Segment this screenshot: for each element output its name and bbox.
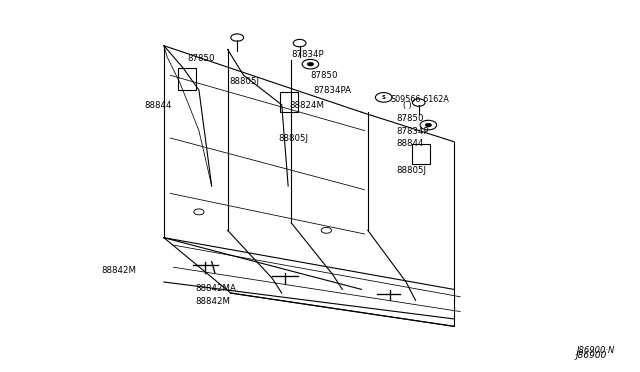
Circle shape: [293, 39, 306, 47]
Text: 87850: 87850: [310, 71, 338, 80]
Text: 88805J: 88805J: [396, 166, 426, 174]
Circle shape: [321, 227, 332, 233]
Text: 88824M: 88824M: [289, 101, 324, 110]
Text: 88805J: 88805J: [230, 77, 259, 86]
Text: 88844: 88844: [144, 101, 172, 110]
Text: 88805J: 88805J: [278, 134, 308, 142]
Text: ( ): ( ): [403, 101, 412, 110]
Text: 87834PA: 87834PA: [314, 86, 351, 94]
Text: 87834P: 87834P: [396, 127, 429, 136]
Text: J86900·N: J86900·N: [576, 346, 614, 355]
Text: 87850: 87850: [188, 54, 215, 63]
Text: J86900: J86900: [575, 350, 607, 360]
Circle shape: [412, 99, 425, 106]
Circle shape: [425, 123, 431, 127]
Circle shape: [420, 120, 436, 130]
Circle shape: [194, 209, 204, 215]
Text: 88842MA: 88842MA: [196, 284, 237, 293]
Text: 88842M: 88842M: [196, 297, 231, 306]
Text: 88842M: 88842M: [102, 266, 136, 275]
Circle shape: [231, 34, 244, 41]
Text: S09566-6162A: S09566-6162A: [390, 96, 449, 105]
Circle shape: [307, 62, 314, 66]
Circle shape: [302, 60, 319, 69]
Text: 87834P: 87834P: [291, 51, 324, 60]
Text: 87850: 87850: [396, 114, 424, 123]
Text: 88844: 88844: [396, 139, 424, 148]
Text: S: S: [381, 95, 386, 100]
FancyBboxPatch shape: [280, 92, 298, 112]
Circle shape: [376, 93, 392, 102]
FancyBboxPatch shape: [412, 144, 430, 164]
FancyBboxPatch shape: [178, 68, 196, 90]
